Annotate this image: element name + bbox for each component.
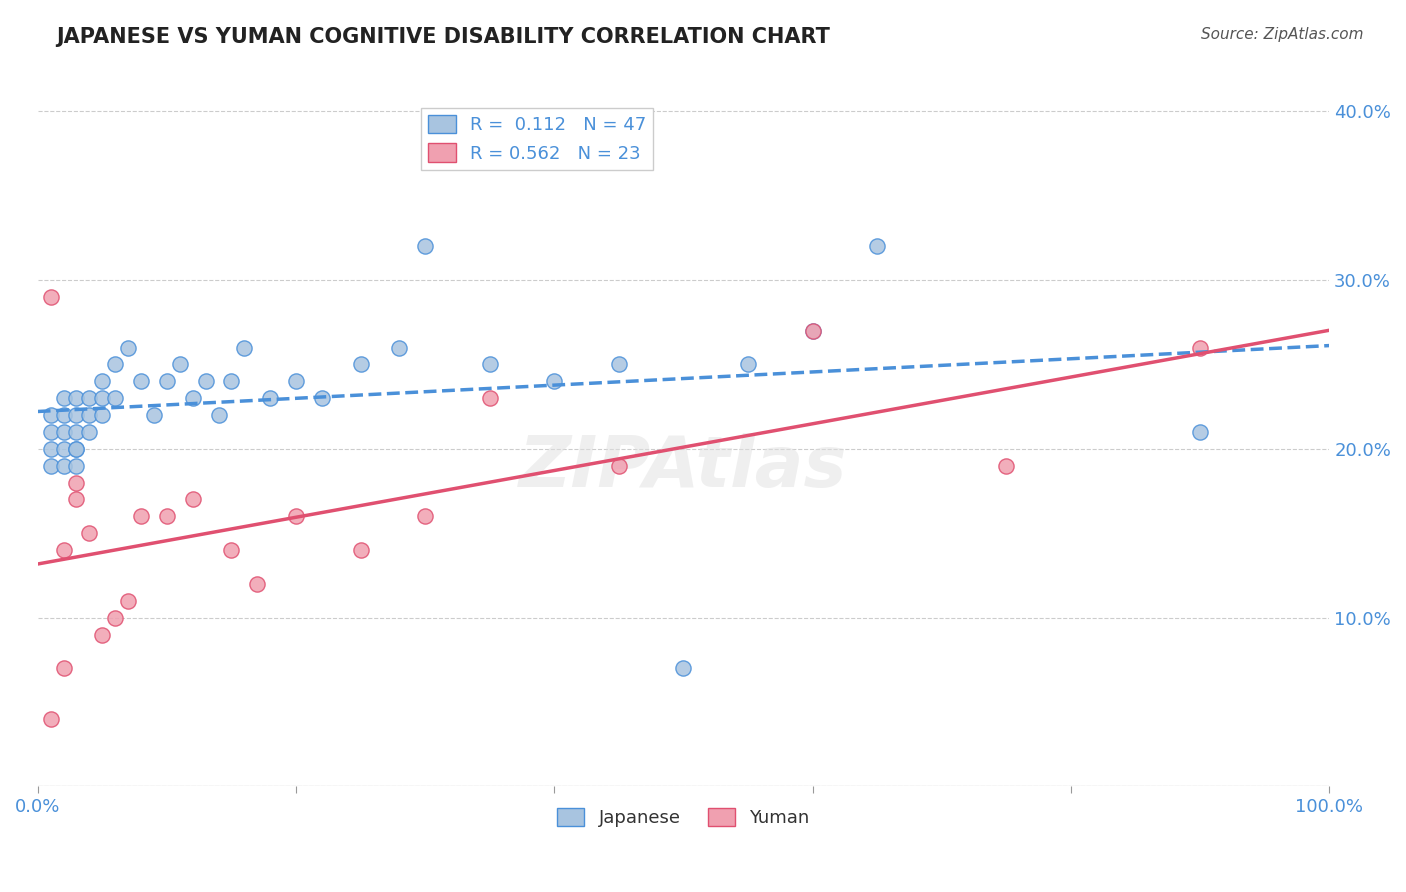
Text: JAPANESE VS YUMAN COGNITIVE DISABILITY CORRELATION CHART: JAPANESE VS YUMAN COGNITIVE DISABILITY C… xyxy=(56,27,830,46)
Point xyxy=(39,290,62,304)
Point xyxy=(65,425,87,439)
Point xyxy=(52,391,75,405)
Point xyxy=(52,458,75,473)
Text: ZIPAtlas: ZIPAtlas xyxy=(519,433,848,502)
Point xyxy=(413,239,436,253)
Point xyxy=(39,425,62,439)
Legend: Japanese, Yuman: Japanese, Yuman xyxy=(550,800,817,834)
Point xyxy=(607,358,630,372)
Point xyxy=(607,458,630,473)
Point xyxy=(129,509,152,524)
Point xyxy=(39,712,62,726)
Point xyxy=(388,341,411,355)
Point xyxy=(478,391,501,405)
Point xyxy=(246,577,269,591)
Point xyxy=(117,594,139,608)
Point xyxy=(259,391,281,405)
Point xyxy=(1189,341,1212,355)
Point xyxy=(181,391,204,405)
Point xyxy=(543,374,565,388)
Point xyxy=(52,543,75,558)
Point xyxy=(142,408,165,422)
Point xyxy=(39,442,62,456)
Point xyxy=(79,391,101,405)
Point xyxy=(285,374,308,388)
Point xyxy=(65,442,87,456)
Point xyxy=(801,324,824,338)
Point xyxy=(79,526,101,541)
Point xyxy=(65,458,87,473)
Point xyxy=(349,358,371,372)
Point xyxy=(52,408,75,422)
Point xyxy=(866,239,889,253)
Point xyxy=(995,458,1018,473)
Point xyxy=(156,509,179,524)
Point xyxy=(672,661,695,675)
Point xyxy=(181,492,204,507)
Point xyxy=(52,442,75,456)
Point xyxy=(52,425,75,439)
Point xyxy=(104,610,127,624)
Point xyxy=(117,341,139,355)
Point xyxy=(311,391,333,405)
Point xyxy=(65,391,87,405)
Point xyxy=(801,324,824,338)
Point xyxy=(91,408,114,422)
Point xyxy=(221,543,243,558)
Point xyxy=(104,391,127,405)
Point xyxy=(65,442,87,456)
Point xyxy=(65,492,87,507)
Point xyxy=(65,408,87,422)
Point xyxy=(349,543,371,558)
Point xyxy=(65,475,87,490)
Point xyxy=(169,358,191,372)
Point xyxy=(478,358,501,372)
Point xyxy=(285,509,308,524)
Point xyxy=(1189,425,1212,439)
Point xyxy=(221,374,243,388)
Point xyxy=(91,374,114,388)
Text: Source: ZipAtlas.com: Source: ZipAtlas.com xyxy=(1201,27,1364,42)
Point xyxy=(39,408,62,422)
Point xyxy=(91,627,114,641)
Point xyxy=(91,391,114,405)
Point xyxy=(129,374,152,388)
Point xyxy=(194,374,217,388)
Point xyxy=(104,358,127,372)
Point xyxy=(39,458,62,473)
Point xyxy=(156,374,179,388)
Point xyxy=(52,661,75,675)
Point xyxy=(233,341,256,355)
Point xyxy=(413,509,436,524)
Point xyxy=(737,358,759,372)
Point xyxy=(79,408,101,422)
Point xyxy=(207,408,229,422)
Point xyxy=(79,425,101,439)
